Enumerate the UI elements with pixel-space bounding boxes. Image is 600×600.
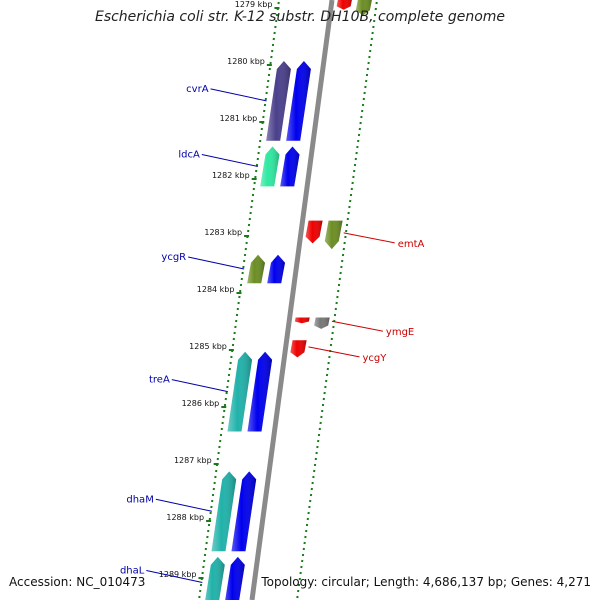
feature-left-outer-2[interactable]: [267, 254, 285, 284]
tick-1287: 1287 kbp: [174, 456, 219, 465]
gene-label-text: ldcA: [178, 149, 200, 160]
feature-left-outer-1[interactable]: [280, 146, 300, 187]
tick-1289: 1289 kbp: [159, 570, 204, 579]
gene-label-text: cvrA: [186, 84, 209, 95]
feature-right-outer-7[interactable]: [355, 0, 372, 16]
tick-1279: 1279 kbp: [235, 0, 280, 9]
gene-label-text: ycgY: [362, 353, 387, 364]
tick-1288: 1288 kbp: [166, 513, 212, 522]
gene-label-emtA[interactable]: emtA: [343, 232, 425, 250]
tick-label: 1280 kbp: [227, 57, 265, 66]
tick-1283: 1283 kbp: [204, 228, 250, 237]
tick-label: 1285 kbp: [189, 342, 227, 351]
tick-1282: 1282 kbp: [212, 171, 257, 180]
gene-label-text: dhaM: [126, 494, 153, 505]
tick-label: 1279 kbp: [235, 0, 273, 9]
kbp-ticks: 1279 kbp 1280 kbp 1281 kbp 1282 kbp 1283 kbp…: [159, 0, 280, 579]
tick-label: 1289 kbp: [159, 570, 197, 579]
genome-backbone: [249, 0, 335, 600]
tick-1286: 1286 kbp: [182, 399, 227, 408]
gene-label-ldcA[interactable]: ldcA: [178, 149, 258, 167]
gene-label-dhaM[interactable]: dhaM: [126, 494, 212, 512]
gene-label-treA[interactable]: treA: [149, 375, 228, 393]
gene-label-text: ymgE: [386, 327, 414, 338]
accession-text: Accession: NC_010473: [9, 575, 146, 589]
gene-labels[interactable]: cvrA ldcA ycgR treA dhaM dhaL emtA ymgE ycgY: [120, 84, 425, 584]
tick-label: 1281 kbp: [220, 114, 258, 123]
gene-label-text: dhaL: [120, 566, 145, 577]
feature-right-inner-8[interactable]: [305, 220, 323, 244]
gene-dhaL[interactable]: [204, 556, 225, 600]
gene-label-cvrA[interactable]: cvrA: [186, 84, 267, 102]
feature-right-inner-9[interactable]: [294, 317, 310, 324]
tick-label: 1287 kbp: [174, 456, 212, 465]
map-title: Escherichia coli str. K-12 substr. DH10B…: [94, 9, 506, 25]
tick-label: 1288 kbp: [166, 513, 204, 522]
topology-text: Topology: circular; Length: 4,686,137 bp…: [261, 575, 591, 589]
feature-right-inner-6[interactable]: [336, 0, 353, 10]
gene-emtA[interactable]: [324, 220, 343, 250]
feature-left-outer-3[interactable]: [247, 351, 273, 432]
gene-ycgY[interactable]: [290, 340, 307, 358]
gene-label-ycgR[interactable]: ycgR: [161, 252, 245, 270]
tick-1281: 1281 kbp: [220, 114, 265, 123]
tick-1284: 1284 kbp: [197, 285, 242, 294]
gene-ldcA[interactable]: [260, 146, 280, 187]
gene-cvrA[interactable]: [266, 61, 291, 141]
tick-1280: 1280 kbp: [227, 57, 272, 66]
track-guides: [198, 1, 378, 599]
tick-label: 1282 kbp: [212, 171, 250, 180]
gene-label-ymgE[interactable]: ymgE: [331, 320, 414, 338]
feature-left-outer-4[interactable]: [231, 471, 257, 552]
tick-1285: 1285 kbp: [189, 342, 234, 351]
gene-treA[interactable]: [227, 351, 253, 432]
gene-label-text: ycgR: [161, 252, 186, 263]
tick-label: 1286 kbp: [182, 399, 220, 408]
gene-dhaM[interactable]: [211, 471, 237, 552]
gene-label-text: emtA: [398, 239, 425, 250]
gene-label-ycgY[interactable]: ycgY: [308, 346, 387, 364]
features: [204, 0, 372, 600]
tick-label: 1284 kbp: [197, 285, 235, 294]
gene-ycgR[interactable]: [247, 254, 265, 284]
gene-label-text: treA: [149, 375, 170, 386]
tick-label: 1283 kbp: [204, 228, 242, 237]
gene-ymgE[interactable]: [314, 317, 330, 329]
gene-label-dhaL[interactable]: dhaL: [120, 566, 203, 584]
feature-left-outer-5[interactable]: [224, 556, 245, 600]
feature-left-outer-0[interactable]: [286, 61, 311, 141]
